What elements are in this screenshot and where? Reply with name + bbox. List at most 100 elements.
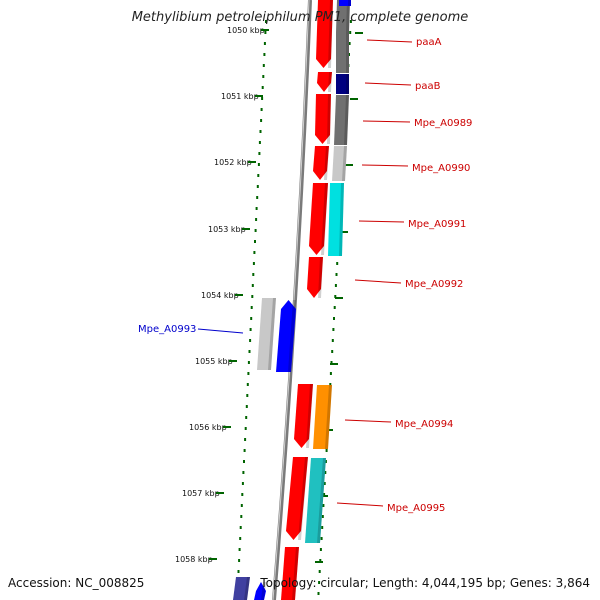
track-dot <box>318 581 321 584</box>
track-dot <box>242 471 245 474</box>
gene-label: Mpe_A0993 <box>138 324 196 335</box>
gene-lightgray-left <box>257 298 276 370</box>
track-dot <box>323 493 326 496</box>
kbp-tick-label: 1050 kbp <box>227 26 265 35</box>
track-dot <box>264 31 267 34</box>
track-dot <box>336 262 339 265</box>
track-dot <box>330 361 333 364</box>
track-dot <box>324 471 327 474</box>
track-dot <box>244 438 247 441</box>
track-dot <box>241 482 244 485</box>
track-dot <box>319 548 322 551</box>
track-dot <box>240 515 243 518</box>
gene-label-leader <box>354 279 402 284</box>
gene-label-leader <box>361 164 409 167</box>
gene-label-leader <box>336 502 384 507</box>
track-dot <box>256 185 259 188</box>
track-dot <box>252 262 255 265</box>
gene-navy-shade <box>346 74 349 94</box>
gene-Mpe_A0989-shade <box>327 94 331 144</box>
gene-label: Mpe_A0994 <box>395 419 453 430</box>
gene-teal-shade <box>317 458 326 543</box>
track-dot <box>348 42 351 45</box>
gene-Mpe_A0991 <box>309 183 328 255</box>
track-dot <box>263 42 266 45</box>
gene-label-leader <box>358 220 405 223</box>
gene-Mpe_A0994 <box>294 384 313 448</box>
track-dot <box>332 328 335 331</box>
gene-label: Mpe_A0990 <box>412 163 470 174</box>
track-dot <box>323 482 326 485</box>
gene-purple-bottom <box>233 577 250 600</box>
gene-Mpe_A0992 <box>307 257 323 298</box>
track-dot <box>250 317 253 320</box>
gene-purple-bottom-shade <box>244 577 250 600</box>
track-dot <box>258 152 261 155</box>
gene-paaA <box>316 0 333 68</box>
track-dot <box>263 53 266 56</box>
gene-gray-top-shade <box>346 0 350 32</box>
gene-label-leader <box>364 82 412 86</box>
track-dot <box>246 394 249 397</box>
track-dot <box>262 75 265 78</box>
kbp-tick-label: 1057 kbp <box>182 489 220 498</box>
gene-paaA-shade <box>328 0 333 68</box>
track-dot <box>246 383 249 386</box>
track-dot <box>245 416 248 419</box>
gene-lightgray <box>332 146 347 181</box>
track-dot <box>322 504 325 507</box>
track-dot <box>335 273 338 276</box>
genome-backbone <box>272 0 312 600</box>
gene-blue-top-shade <box>348 0 351 6</box>
track-dot <box>241 493 244 496</box>
gene-gray-top <box>336 0 350 32</box>
gene-lightgray-shade <box>342 146 347 181</box>
gene-cyan-shade <box>339 183 344 256</box>
track-dot <box>256 196 259 199</box>
track-dot <box>321 515 324 518</box>
track-dot <box>334 295 337 298</box>
track-dot <box>324 460 327 463</box>
track-dot <box>254 240 256 243</box>
track-dot <box>247 361 250 364</box>
track-dot <box>238 559 241 562</box>
track-dot <box>254 229 257 232</box>
map-title: Methylibium petroleiphilum PM1, complete… <box>131 10 469 25</box>
gene-Mpe_A0990-shade <box>324 146 329 180</box>
track-dot <box>321 526 324 529</box>
gene-Mpe_A0995-shade <box>298 457 308 540</box>
gene-label-leader <box>362 120 411 123</box>
gene-label: Mpe_A0989 <box>414 118 472 129</box>
gene-orange-shade <box>325 385 332 449</box>
track-dot <box>245 405 248 408</box>
gene-gray-a <box>336 32 349 73</box>
gene-Mpe_A0995 <box>286 457 308 540</box>
track-dot <box>249 339 252 342</box>
gene-paaB <box>317 72 332 92</box>
gene-Mpe_A0994-shade <box>306 384 313 448</box>
track-dot <box>244 427 247 430</box>
gene-label-leader <box>344 419 392 423</box>
gene-paaB-shade <box>328 72 332 92</box>
backbone-highlight <box>272 0 310 600</box>
gene-Mpe_A0992-shade <box>318 257 323 298</box>
gene-Mpe_A0993-shade <box>288 300 296 372</box>
track-dot <box>319 559 322 562</box>
track-dot <box>349 20 352 23</box>
gene-label: paaA <box>416 37 442 48</box>
track-dot <box>317 592 320 595</box>
track-dot <box>252 273 255 276</box>
track-dot <box>243 460 245 463</box>
track-dot <box>349 31 352 34</box>
track-dot <box>255 207 258 210</box>
kbp-tick-label: 1056 kbp <box>189 423 227 432</box>
track-dot <box>247 372 250 375</box>
track-dot <box>257 163 260 166</box>
gene-label: Mpe_A0992 <box>405 279 463 290</box>
track-dot <box>237 570 240 573</box>
track-dot <box>248 350 251 353</box>
track-dot <box>239 537 242 540</box>
kbp-tick-label: 1055 kbp <box>195 357 233 366</box>
